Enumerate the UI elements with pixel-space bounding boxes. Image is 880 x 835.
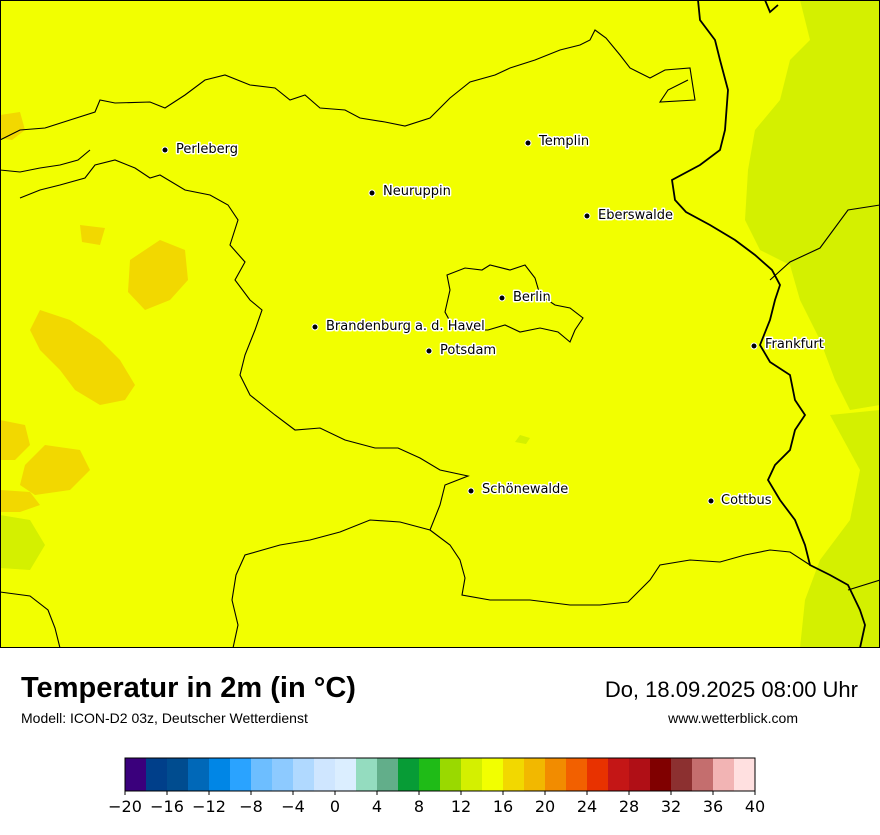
city-frankfurt: Frankfurt: [750, 336, 825, 354]
legend-tick-label: 20: [535, 797, 555, 816]
model-info: Modell: ICON-D2 03z, Deutscher Wetterdie…: [21, 710, 308, 726]
legend-swatch: [524, 758, 546, 791]
warm-temperature-patches: [0, 112, 188, 512]
website-label: www.wetterblick.com: [668, 710, 798, 726]
legend-swatch: [251, 758, 273, 791]
legend-swatch: [608, 758, 630, 791]
legend-tick-label: −8: [239, 797, 263, 816]
legend-swatch: [335, 758, 357, 791]
legend-swatch: [188, 758, 210, 791]
city-label-neuruppin: Neuruppin: [383, 184, 451, 199]
legend-tick-label: −12: [192, 797, 226, 816]
legend-swatch: [272, 758, 294, 791]
cool-temperature-patches: [0, 0, 880, 648]
legend-tick-label: 8: [414, 797, 424, 816]
legend-swatch: [482, 758, 504, 791]
legend-tick-label: 24: [577, 797, 597, 816]
city-label-brandenburg: Brandenburg a. d. Havel: [326, 319, 485, 334]
legend-swatch: [713, 758, 735, 791]
legend-swatch: [125, 758, 147, 791]
legend-swatch: [461, 758, 483, 791]
city-neuruppin: Neuruppin: [368, 183, 452, 201]
city-perleberg: Perleberg: [161, 141, 239, 159]
legend-swatch: [650, 758, 672, 791]
city-label-berlin: Berlin: [513, 290, 551, 305]
forecast-datetime: Do, 18.09.2025 08:00 Uhr: [604, 677, 858, 702]
legend-swatch: [629, 758, 651, 791]
legend-tick-label: 32: [661, 797, 681, 816]
city-label-perleberg: Perleberg: [176, 142, 238, 157]
city-cottbus: Cottbus: [707, 492, 773, 510]
legend-swatch: [167, 758, 189, 791]
weather-map: Perleberg Templin Neuruppin Eberswalde B…: [0, 0, 880, 648]
legend-swatch: [314, 758, 336, 791]
legend-swatch: [734, 758, 756, 791]
legend-swatch: [587, 758, 609, 791]
boundary-lines: [0, 0, 880, 648]
city-markers: Perleberg Templin Neuruppin Eberswalde B…: [161, 133, 825, 510]
city-label-cottbus: Cottbus: [721, 493, 772, 508]
legend-tick-label: 36: [703, 797, 723, 816]
legend-swatch: [440, 758, 462, 791]
city-label-frankfurt: Frankfurt: [765, 337, 824, 352]
legend-swatch: [209, 758, 231, 791]
legend-tick-label: 16: [493, 797, 513, 816]
city-berlin: Berlin: [498, 289, 552, 307]
legend-swatch: [146, 758, 168, 791]
legend-swatch: [398, 758, 420, 791]
legend-tick-label: 28: [619, 797, 639, 816]
city-schoenewalde: Schönewalde: [467, 481, 570, 499]
legend-swatch: [230, 758, 252, 791]
city-eberswalde: Eberswalde: [583, 207, 675, 225]
legend-swatch: [671, 758, 693, 791]
legend-swatch: [692, 758, 714, 791]
legend-tick-label: −16: [150, 797, 184, 816]
legend-swatch: [503, 758, 525, 791]
color-scale-legend: −20 −16 −12 −8 −4 0 4 8 12 16 20 24 28 32 36 40: [0, 748, 880, 830]
city-label-eberswalde: Eberswalde: [598, 208, 673, 223]
legend-tick-label: 4: [372, 797, 382, 816]
city-templin: Templin: [524, 133, 591, 151]
legend-swatch: [356, 758, 378, 791]
legend-tick-label: −4: [281, 797, 305, 816]
legend-tick-label: 12: [451, 797, 471, 816]
city-brandenburg: Brandenburg a. d. Havel: [311, 318, 486, 336]
city-label-templin: Templin: [538, 134, 589, 149]
city-potsdam: Potsdam: [425, 342, 498, 360]
legend-swatch: [566, 758, 588, 791]
legend-tick-label: −20: [108, 797, 142, 816]
legend-frame: [124, 757, 756, 792]
legend-swatch: [293, 758, 315, 791]
legend-tick-label: 0: [330, 797, 340, 816]
map-title: Temperatur in 2m (in °C): [21, 672, 356, 704]
legend-tick-label: 40: [745, 797, 765, 816]
legend-swatch: [419, 758, 441, 791]
legend-swatch: [377, 758, 399, 791]
legend-swatch: [545, 758, 567, 791]
city-label-schoenewalde: Schönewalde: [482, 482, 568, 497]
city-label-potsdam: Potsdam: [440, 343, 496, 358]
